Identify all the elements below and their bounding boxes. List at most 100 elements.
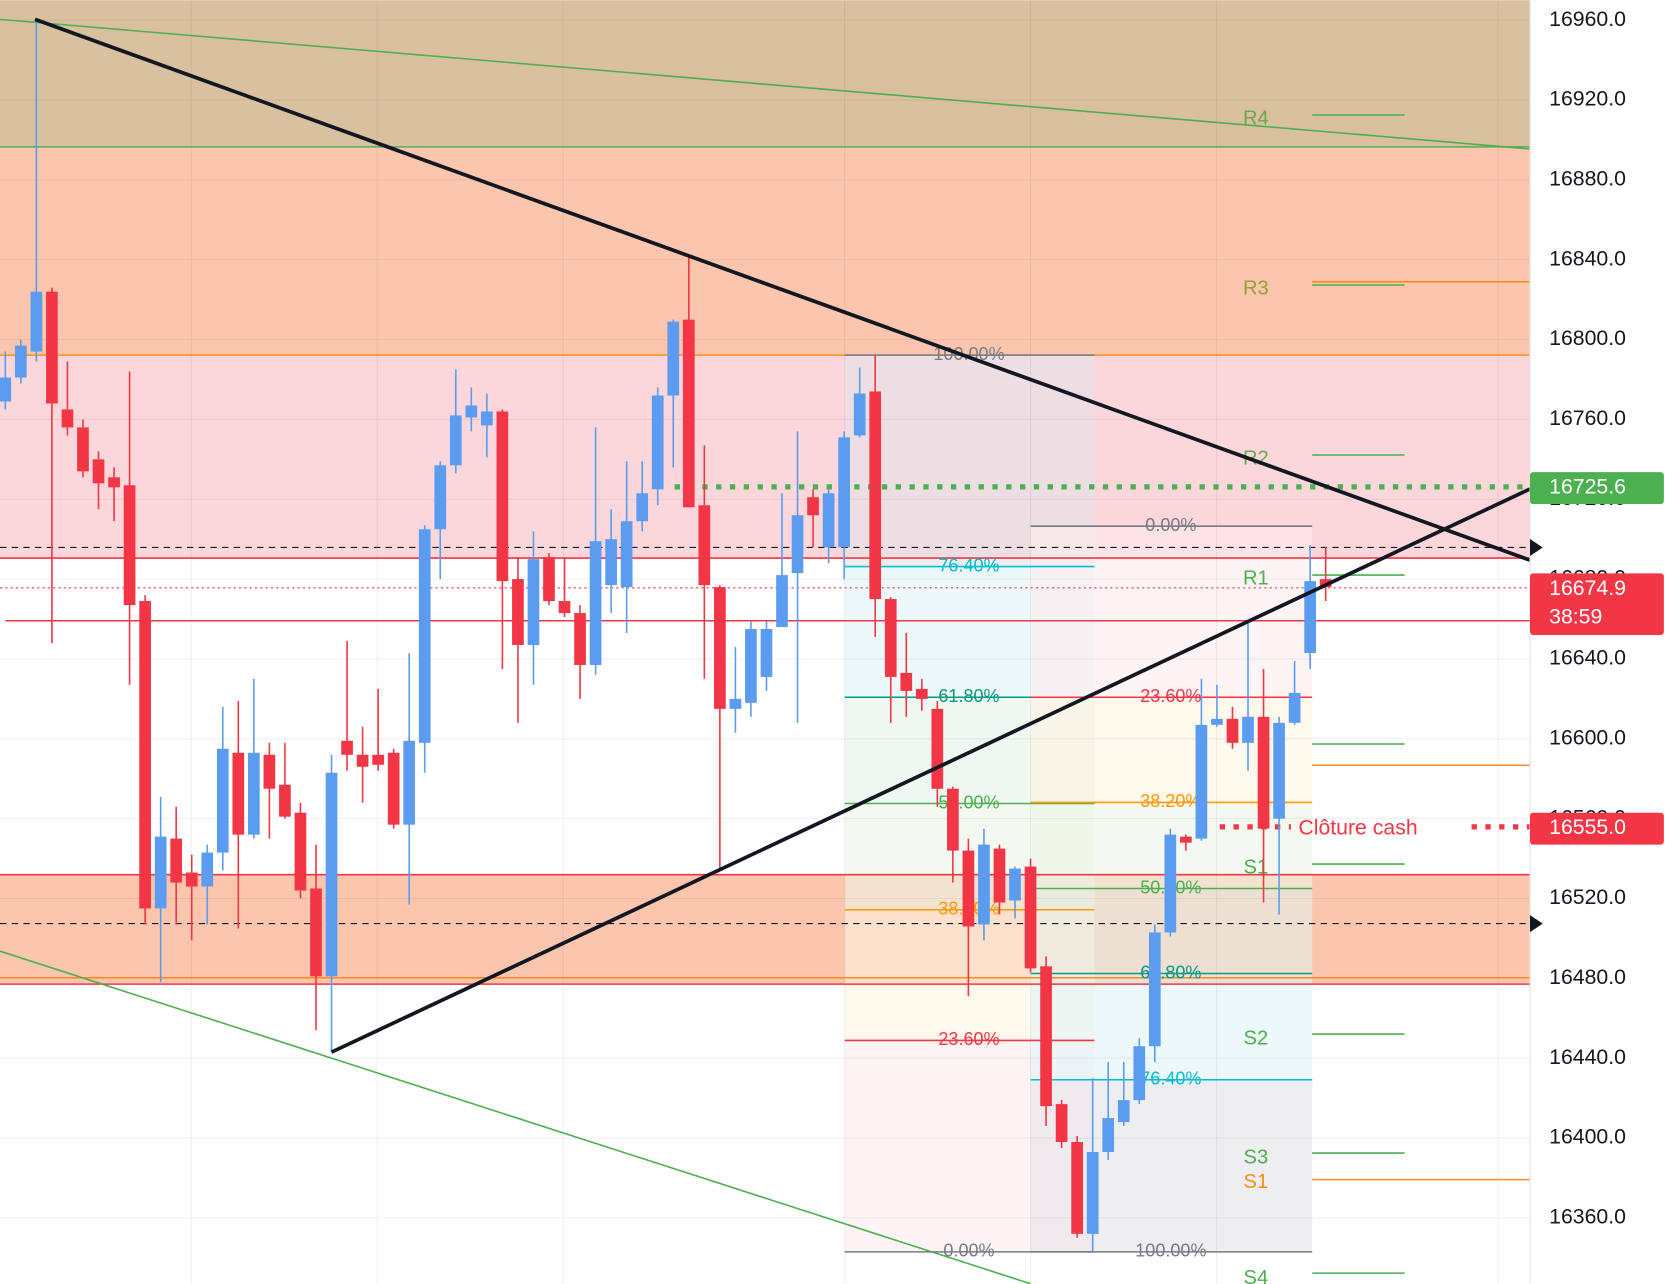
candle-body <box>403 740 416 825</box>
candle-body <box>776 575 788 628</box>
candle-body <box>931 708 944 789</box>
fib-label: 0.00% <box>1145 515 1196 535</box>
pivot-label: S4 <box>1244 1267 1269 1284</box>
candle-body <box>543 557 555 602</box>
candle-body <box>884 599 897 677</box>
candle-body <box>0 377 12 402</box>
candle-body <box>1055 1104 1068 1143</box>
fib-label: 61.80% <box>938 686 999 706</box>
candle-body <box>869 391 882 600</box>
price-label-box <box>1530 812 1664 845</box>
candle-body <box>1257 716 1270 829</box>
candle-body <box>154 836 167 909</box>
candle-body <box>15 345 27 378</box>
candle-body <box>760 629 773 677</box>
candle-body <box>1133 1046 1146 1101</box>
candle-body <box>1304 581 1316 653</box>
y-tick-label: 16480.0 <box>1549 965 1626 989</box>
candle-body <box>341 740 353 755</box>
candle-body <box>449 415 462 466</box>
price-label-box <box>1530 573 1664 635</box>
candle-body <box>1117 1100 1130 1123</box>
fib-label: 23.60% <box>938 1029 999 1049</box>
candle-body <box>356 754 369 767</box>
y-tick-label: 16880.0 <box>1549 167 1626 191</box>
candle-body <box>900 672 913 691</box>
candle-body <box>993 848 1006 903</box>
candle-body <box>1164 834 1177 933</box>
candle-body <box>714 587 726 709</box>
trendline <box>330 487 1531 1054</box>
candle-body <box>962 850 975 927</box>
y-tick-label: 16360.0 <box>1549 1204 1626 1228</box>
fib-lines: 100.00%76.40%61.80%50.00%38.20%23.60%0.0… <box>844 344 1313 1261</box>
candle-body <box>1288 692 1301 723</box>
pivot-label: R4 <box>1243 108 1269 130</box>
candle-body <box>667 321 680 396</box>
fib-label: 76.40% <box>1140 1069 1201 1089</box>
candle-body <box>1071 1142 1083 1234</box>
candle-body <box>512 579 524 645</box>
candle-body <box>92 459 105 484</box>
y-tick-label: 16960.0 <box>1549 7 1626 31</box>
candle-body <box>387 752 400 825</box>
candle-body <box>1273 722 1285 819</box>
zone <box>0 146 1530 356</box>
fib-label: 23.60% <box>1140 686 1201 706</box>
y-tick-label: 16760.0 <box>1549 406 1626 430</box>
pivot-label: R3 <box>1243 278 1269 300</box>
candle-body <box>698 505 711 586</box>
candle-body <box>915 688 928 699</box>
candle-body <box>527 559 540 645</box>
pivot-label: S1 <box>1244 857 1269 879</box>
candle-body <box>216 748 229 853</box>
candle-body <box>1086 1152 1099 1234</box>
candle-body <box>807 497 819 516</box>
trendlines <box>34 17 1531 1054</box>
candle-body <box>170 838 183 883</box>
y-tick-label: 16400.0 <box>1549 1125 1626 1149</box>
candle-body <box>139 601 151 909</box>
candle-body <box>123 485 136 606</box>
candle-body <box>1009 868 1021 901</box>
candle-body <box>434 465 447 530</box>
candle-body <box>77 427 89 472</box>
candle-body <box>651 395 664 490</box>
candle-body <box>791 515 804 574</box>
candle-body <box>418 529 431 743</box>
candle-body <box>745 629 757 703</box>
y-tick-label: 16800.0 <box>1549 326 1626 350</box>
price-label-box <box>1530 472 1664 505</box>
candle-body <box>185 872 198 887</box>
marker <box>1530 538 1543 556</box>
candle-body <box>325 772 338 977</box>
price-label: 16674.9 <box>1549 576 1626 600</box>
candle-body <box>558 601 571 614</box>
pivot-label: S2 <box>1244 1028 1269 1050</box>
candles <box>0 20 1332 1252</box>
axis-bg <box>1530 0 1666 1284</box>
candle-body <box>310 888 322 977</box>
candle-body <box>61 409 74 428</box>
candle-body <box>30 291 43 352</box>
candle-body <box>620 521 633 588</box>
candle-body <box>1180 836 1192 843</box>
candle-body <box>978 844 990 925</box>
candle-body <box>465 405 478 418</box>
candle-body <box>108 477 120 488</box>
annotation: Clôture cash <box>1298 816 1417 840</box>
candle-body <box>46 291 58 404</box>
y-tick-label: 16520.0 <box>1549 885 1626 909</box>
candle-body <box>1024 866 1037 969</box>
pivot-label: R3 <box>1243 278 1269 300</box>
candle-body <box>822 493 835 548</box>
fib-label: 100.00% <box>1135 1241 1206 1261</box>
price-label: 16555.0 <box>1549 815 1626 839</box>
candle-body <box>636 493 649 522</box>
zone <box>0 355 1530 559</box>
fib-label: 0.00% <box>943 1241 994 1261</box>
candle-body <box>1242 716 1254 743</box>
candle-body <box>1040 966 1052 1107</box>
candle-body <box>853 393 866 436</box>
